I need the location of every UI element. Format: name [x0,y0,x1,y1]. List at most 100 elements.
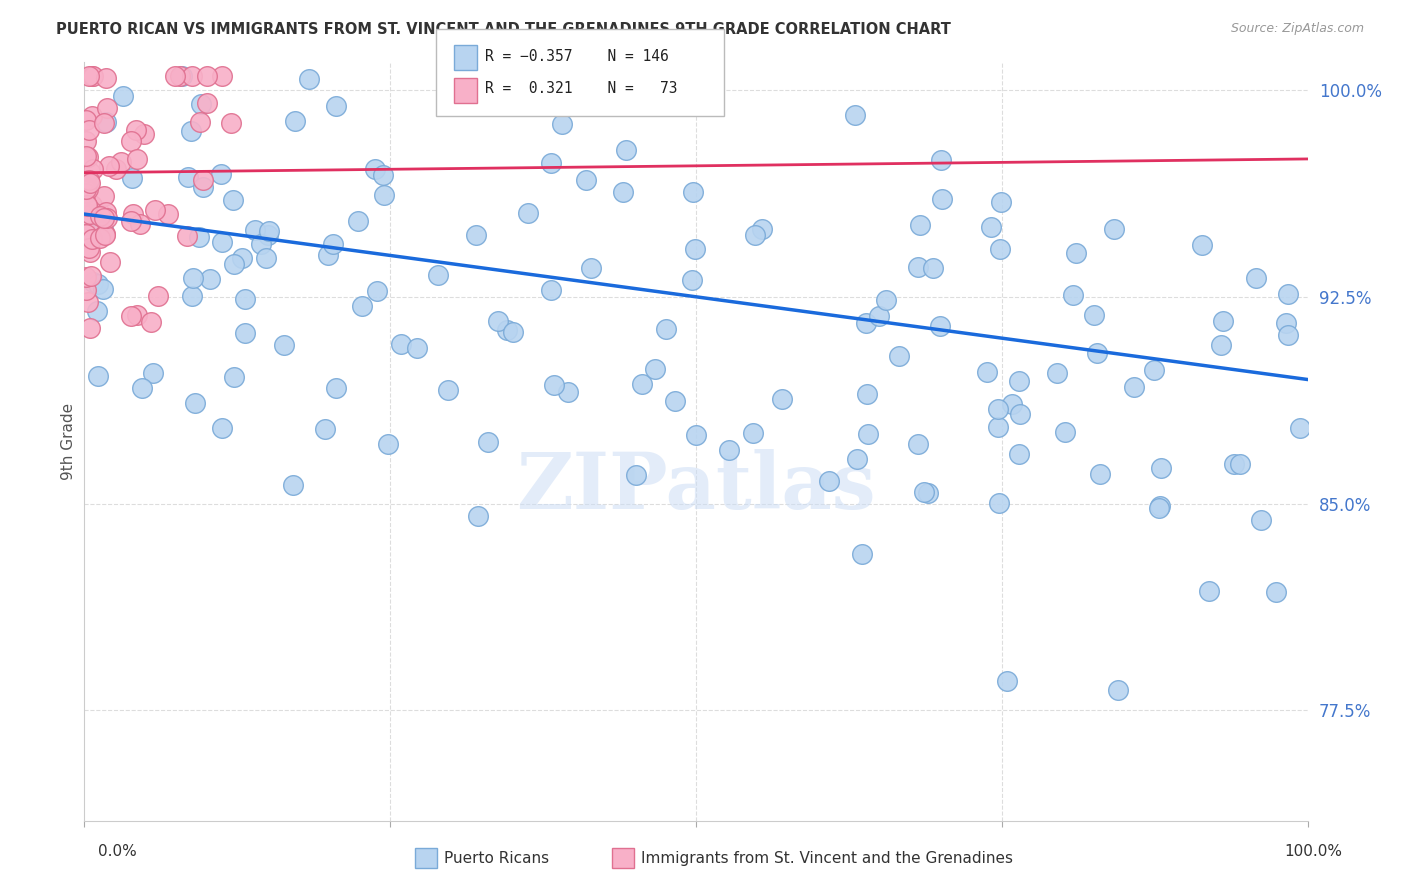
Point [94,204,117,219]
Point [931,192,953,206]
Point [94,70,117,85]
Point [1209,338,1232,352]
Point [125,153,148,167]
Point [75,270,97,285]
Point [86,304,108,318]
Point [273,338,295,352]
Point [209,167,232,181]
Point [1001,397,1024,411]
Point [496,323,519,337]
Point [82,232,104,246]
Point [987,401,1010,416]
Point [366,284,388,298]
Point [139,315,162,329]
Point [127,308,149,322]
Point [1191,237,1213,252]
Point [551,117,574,131]
Point [86,369,108,384]
Point [190,97,212,112]
Point [426,268,449,282]
Point [630,377,652,392]
Point [75,283,97,297]
Text: Immigrants from St. Vincent and the Grenadines: Immigrants from St. Vincent and the Gren… [641,851,1014,865]
Point [1265,584,1288,599]
Point [75,227,97,241]
Point [181,288,204,302]
Point [93,188,115,202]
Point [907,260,929,274]
Point [1289,421,1312,435]
Point [87,277,110,292]
Point [211,420,233,434]
Point [997,673,1019,688]
Point [614,143,637,157]
Point [121,171,143,186]
Point [574,173,596,187]
Point [79,176,101,190]
Point [181,270,204,285]
Point [148,289,170,303]
Point [1046,366,1069,380]
Point [322,236,344,251]
Point [283,478,305,492]
Point [86,209,108,223]
Point [98,159,121,173]
Point [231,251,253,265]
Point [1277,328,1299,343]
Point [517,205,540,219]
Point [120,134,142,148]
Point [211,69,233,83]
Point [165,69,187,83]
Point [582,78,605,92]
Point [314,422,336,436]
Point [193,173,215,187]
Text: R =  0.321    N =   73: R = 0.321 N = 73 [485,81,678,95]
Point [1085,346,1108,360]
Point [990,195,1012,210]
Point [298,71,321,86]
Point [110,155,132,169]
Text: PUERTO RICAN VS IMMIGRANTS FROM ST. VINCENT AND THE GRENADINES 9TH GRADE CORRELA: PUERTO RICAN VS IMMIGRANTS FROM ST. VINC… [56,22,950,37]
Point [543,377,565,392]
Point [717,443,740,458]
Point [187,230,209,244]
Point [191,180,214,194]
Point [77,123,100,137]
Point [856,426,879,441]
Point [856,387,879,401]
Point [655,322,678,336]
Point [373,188,395,202]
Point [579,260,602,275]
Point [846,452,869,467]
Point [224,369,246,384]
Point [256,227,278,242]
Point [1149,501,1171,516]
Point [1062,288,1084,302]
Point [77,294,100,309]
Point [683,242,706,256]
Point [325,98,347,112]
Point [1149,499,1171,513]
Point [75,113,97,128]
Point [132,127,155,141]
Point [851,547,873,561]
Point [1123,380,1146,394]
Point [1244,271,1267,285]
Point [233,326,256,340]
Text: 0.0%: 0.0% [98,845,138,859]
Point [245,223,267,237]
Point [744,227,766,242]
Point [89,209,111,223]
Point [111,89,134,103]
Point [211,235,233,250]
Point [222,193,245,207]
Point [91,282,114,296]
Point [94,114,117,128]
Point [912,485,935,500]
Point [868,309,890,323]
Point [195,96,218,111]
Point [921,260,943,275]
Point [624,467,647,482]
Point [316,248,339,262]
Point [742,425,765,440]
